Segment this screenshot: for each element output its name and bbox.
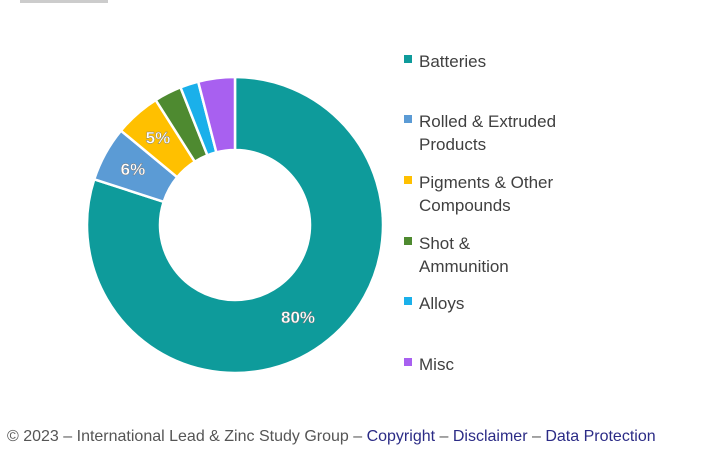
legend-label: Batteries [419,52,487,71]
legend-label: Shot & Ammunition [419,234,509,276]
legend-item: Pigments & Other Compounds [404,171,624,217]
legend-label: Rolled & Extruded Products [419,112,557,154]
legend-label: Pigments & Other Compounds [419,173,554,215]
legend-swatch [404,176,412,184]
legend-swatch [404,237,412,245]
legend-item: Misc [404,353,624,376]
legend-label: Alloys [419,294,465,313]
legend-label: Misc [419,355,454,374]
footer-separator: – [527,428,546,445]
donut-chart: 80% 6%5% [85,75,385,375]
legend-swatch [404,358,412,366]
legend-item: Batteries [404,50,624,73]
footer: © 2023 – International Lead & Zinc Study… [7,428,656,446]
data-label: 80% [281,308,315,327]
legend-swatch [404,55,412,63]
legend-swatch [404,115,412,123]
donut-slice-6 [196,75,237,154]
legend-item: Rolled & Extruded Products [404,110,624,156]
legend-item: Alloys [404,292,624,315]
footer-separator: – [435,428,453,445]
legend-swatch [404,297,412,305]
footer-text: © 2023 – International Lead & Zinc Study… [7,428,367,445]
donut-slice-1 [85,75,385,375]
data-protection-link[interactable]: Data Protection [545,428,656,445]
data-label: 6% [121,160,146,179]
data-label: 5% [146,129,171,148]
legend-item: Shot & Ammunition [404,232,624,278]
disclaimer-link[interactable]: Disclaimer [452,428,528,445]
copyright-link[interactable]: Copyright [366,428,436,445]
top-bar [20,0,108,3]
